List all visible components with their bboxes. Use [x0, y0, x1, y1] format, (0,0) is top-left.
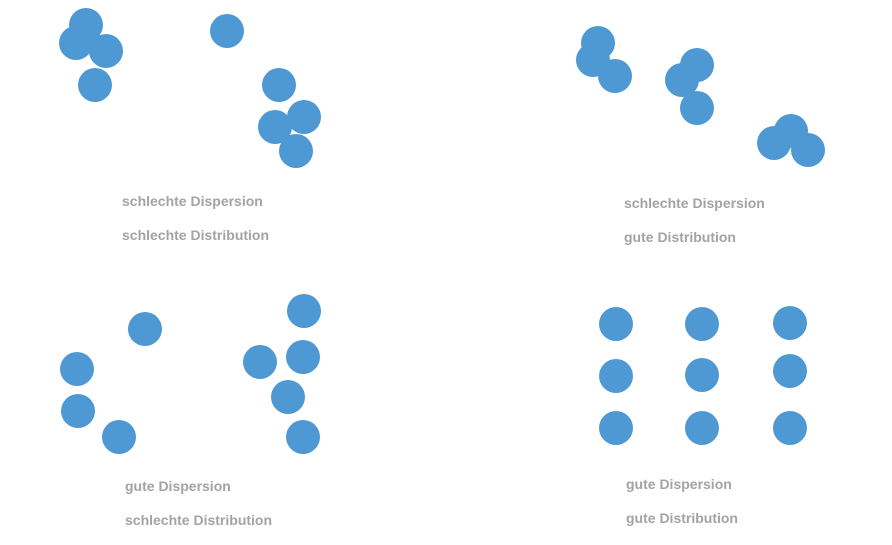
- dispersion-label: schlechte Dispersion: [122, 193, 263, 209]
- particle: [286, 340, 320, 374]
- particle: [271, 380, 305, 414]
- distribution-label: schlechte Distribution: [125, 512, 273, 528]
- particle: [599, 359, 633, 393]
- dispersion-label: schlechte Dispersion: [624, 195, 765, 211]
- particle: [210, 14, 244, 48]
- particle: [598, 59, 632, 93]
- distribution-label: schlechte Distribution: [122, 227, 270, 243]
- particle: [685, 411, 719, 445]
- particle: [287, 100, 321, 134]
- particle: [78, 68, 112, 102]
- particle: [773, 411, 807, 445]
- particle: [757, 126, 791, 160]
- particle: [60, 352, 94, 386]
- particle: [791, 133, 825, 167]
- dispersion-label: gute Dispersion: [626, 476, 732, 492]
- particle: [685, 307, 719, 341]
- dispersion-label: gute Dispersion: [125, 478, 231, 494]
- particle: [599, 411, 633, 445]
- particle: [680, 91, 714, 125]
- particle: [243, 345, 277, 379]
- particle: [128, 312, 162, 346]
- particle: [89, 34, 123, 68]
- particle: [59, 26, 93, 60]
- particle: [685, 358, 719, 392]
- particle: [773, 306, 807, 340]
- particle: [61, 394, 95, 428]
- particle: [773, 354, 807, 388]
- particle: [102, 420, 136, 454]
- particle: [286, 420, 320, 454]
- particle: [262, 68, 296, 102]
- particle: [599, 307, 633, 341]
- distribution-label: gute Distribution: [626, 510, 738, 526]
- particle: [279, 134, 313, 168]
- distribution-label: gute Distribution: [624, 229, 736, 245]
- particle: [287, 294, 321, 328]
